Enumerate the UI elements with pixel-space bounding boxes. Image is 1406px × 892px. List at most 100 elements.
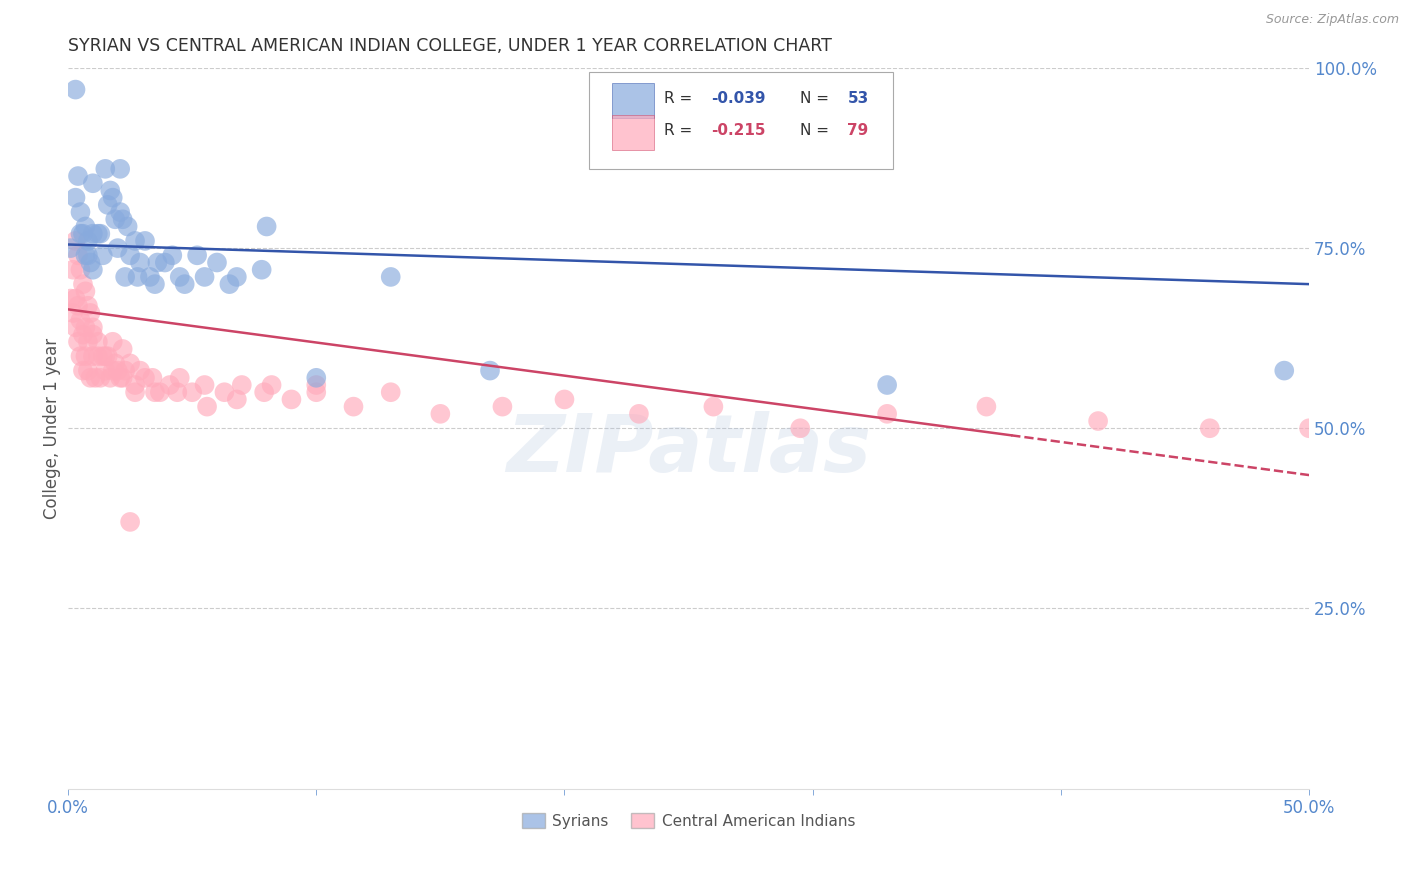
Point	[72, 277, 94, 292]
Text: Source: ZipAtlas.com: Source: ZipAtlas.com	[1265, 13, 1399, 27]
Point	[702, 400, 724, 414]
Point	[87, 349, 110, 363]
Point	[114, 363, 136, 377]
Point	[120, 356, 142, 370]
Point	[72, 327, 94, 342]
Point	[75, 248, 97, 262]
Text: ZIPatlas: ZIPatlas	[506, 411, 872, 489]
Point	[98, 184, 121, 198]
Point	[260, 378, 283, 392]
Point	[181, 385, 204, 400]
Point	[162, 248, 184, 262]
Point	[91, 349, 114, 363]
Text: SYRIAN VS CENTRAL AMERICAN INDIAN COLLEGE, UNDER 1 YEAR CORRELATION CHART: SYRIAN VS CENTRAL AMERICAN INDIAN COLLEG…	[67, 37, 832, 55]
Point	[114, 269, 136, 284]
Point	[82, 262, 104, 277]
Point	[169, 371, 191, 385]
Point	[65, 234, 87, 248]
Point	[87, 227, 110, 241]
Point	[194, 269, 217, 284]
Point	[65, 82, 87, 96]
Point	[65, 191, 87, 205]
Point	[429, 407, 451, 421]
Point	[94, 349, 117, 363]
Point	[107, 241, 129, 255]
Point	[82, 320, 104, 334]
Point	[107, 363, 129, 377]
Point	[342, 400, 364, 414]
Point	[104, 212, 127, 227]
Point	[62, 262, 84, 277]
Point	[256, 219, 278, 234]
Point	[876, 407, 898, 421]
Point	[117, 219, 139, 234]
Point	[65, 320, 87, 334]
Point	[84, 371, 107, 385]
Point	[108, 205, 131, 219]
Point	[305, 371, 328, 385]
Point	[218, 277, 240, 292]
Point	[79, 255, 101, 269]
Point	[69, 227, 91, 241]
Point	[380, 269, 402, 284]
Point	[1298, 421, 1320, 435]
Point	[789, 421, 811, 435]
Point	[305, 385, 328, 400]
Point	[69, 262, 91, 277]
Text: R =: R =	[664, 123, 697, 138]
Point	[250, 262, 273, 277]
Point	[146, 255, 169, 269]
Point	[94, 363, 117, 377]
Point	[127, 269, 149, 284]
Point	[195, 400, 218, 414]
Point	[97, 198, 120, 212]
Point	[69, 205, 91, 219]
Point	[1087, 414, 1109, 428]
Point	[82, 349, 104, 363]
Point	[77, 334, 100, 349]
Point	[124, 234, 146, 248]
Point	[101, 363, 124, 377]
Point	[205, 255, 228, 269]
Point	[69, 313, 91, 327]
Point	[66, 334, 89, 349]
FancyBboxPatch shape	[612, 115, 654, 150]
Point	[77, 248, 100, 262]
Point	[143, 277, 166, 292]
Point	[66, 248, 89, 262]
Point	[149, 385, 172, 400]
Point	[479, 363, 502, 377]
Point	[77, 234, 100, 248]
Point	[62, 306, 84, 320]
Point	[87, 334, 110, 349]
Point	[134, 234, 156, 248]
Point	[253, 385, 276, 400]
FancyBboxPatch shape	[589, 71, 893, 169]
Point	[75, 320, 97, 334]
Point	[101, 334, 124, 349]
Point	[129, 363, 152, 377]
Point	[108, 371, 131, 385]
Point	[97, 349, 120, 363]
Point	[94, 161, 117, 176]
Point	[82, 227, 104, 241]
Point	[77, 363, 100, 377]
Point	[111, 371, 134, 385]
Point	[79, 306, 101, 320]
Point	[79, 371, 101, 385]
Point	[225, 269, 247, 284]
Point	[134, 371, 156, 385]
Point	[66, 169, 89, 183]
Point	[129, 255, 152, 269]
Y-axis label: College, Under 1 year: College, Under 1 year	[44, 338, 60, 519]
Point	[169, 269, 191, 284]
Point	[194, 378, 217, 392]
Point	[173, 277, 195, 292]
Point	[111, 212, 134, 227]
Point	[166, 385, 188, 400]
Point	[66, 299, 89, 313]
Point	[69, 349, 91, 363]
Point	[59, 292, 82, 306]
Point	[124, 385, 146, 400]
Point	[91, 248, 114, 262]
